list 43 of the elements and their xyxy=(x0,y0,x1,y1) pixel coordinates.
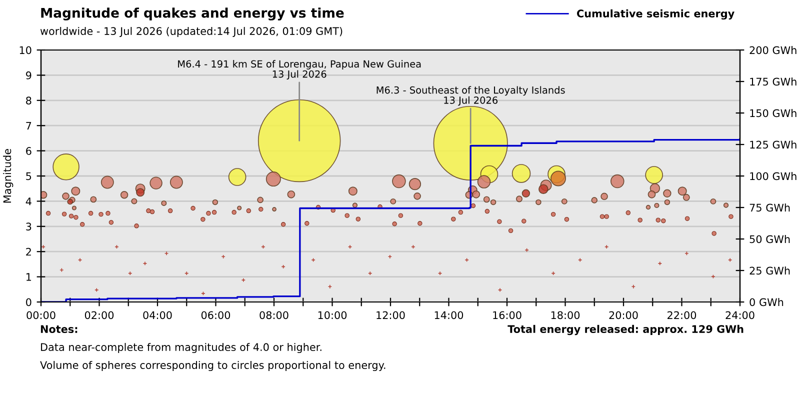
x-tick-label: 08:00 xyxy=(260,311,288,320)
x-tick-label: 12:00 xyxy=(376,311,405,320)
y-tick-label: 5 xyxy=(26,172,32,180)
x-tick-label: 10:00 xyxy=(318,311,347,320)
chart-subtitle: worldwide - 13 Jul 2026 (updated:14 Jul 2026, 01:09 GMT) xyxy=(40,26,342,38)
y2-tick-label: 25 GWh xyxy=(750,266,790,275)
x-tick-label: 22:00 xyxy=(668,311,696,320)
x-tick-label: 04:00 xyxy=(143,311,172,320)
annotation: M6.4 - 191 km SE of Lorengau, Papua New Guinea 13 Jul 2026 xyxy=(178,60,421,80)
y-tick-label: 3 xyxy=(26,222,32,231)
y-tick-label: 8 xyxy=(26,96,32,105)
y-tick-label: 9 xyxy=(26,71,32,80)
chart-title: Magnitude of quakes and energy vs time xyxy=(41,8,344,20)
x-tick-label: 00:00 xyxy=(26,311,56,320)
y-axis-title: Magnitude xyxy=(3,148,14,203)
y2-tick-label: 50 GWh xyxy=(750,235,790,244)
x-tick-label: 16:00 xyxy=(493,311,522,320)
y-tick-label: 0 xyxy=(26,298,32,306)
y-tick-label: 7 xyxy=(26,122,32,130)
x-tick-label: 02:00 xyxy=(84,311,114,320)
text: Volume of spheres corresponding to circles proportional to energy. xyxy=(40,360,386,372)
x-tick-label: 14:00 xyxy=(434,311,464,320)
text: Total energy released: approx. 129 GWh xyxy=(508,324,744,336)
annotation: M6.3 - Southeast of the Loyalty Islands 13 Jul 2026 xyxy=(376,86,565,106)
y2-tick-label: 150 GWh xyxy=(750,109,796,118)
y-tick-label: 4 xyxy=(26,198,32,206)
y-tick-label: 1 xyxy=(26,273,32,281)
text: Data near-complete from magnitudes of 4.0 or higher. xyxy=(41,342,322,354)
x-tick-label: 18:00 xyxy=(551,311,580,320)
x-tick-label: 24:00 xyxy=(726,311,754,320)
x-tick-label: 06:00 xyxy=(201,311,230,320)
y2-tick-label: 100 GWh xyxy=(750,172,796,180)
x-tick-label: 20:00 xyxy=(609,311,638,320)
legend-label: Cumulative seismic energy xyxy=(576,9,734,20)
y2-tick-label: 175 GWh xyxy=(750,78,796,86)
y-tick-label: 10 xyxy=(20,46,32,54)
y2-tick-label: 75 GWh xyxy=(750,204,790,212)
y2-tick-label: 0 GWh xyxy=(750,298,784,306)
y2-tick-label: 125 GWh xyxy=(750,140,796,149)
y-tick-label: 2 xyxy=(26,248,31,256)
text: Notes: xyxy=(40,325,78,334)
y2-tick-label: 200 GWh xyxy=(750,46,796,54)
y-tick-label: 6 xyxy=(26,147,32,155)
